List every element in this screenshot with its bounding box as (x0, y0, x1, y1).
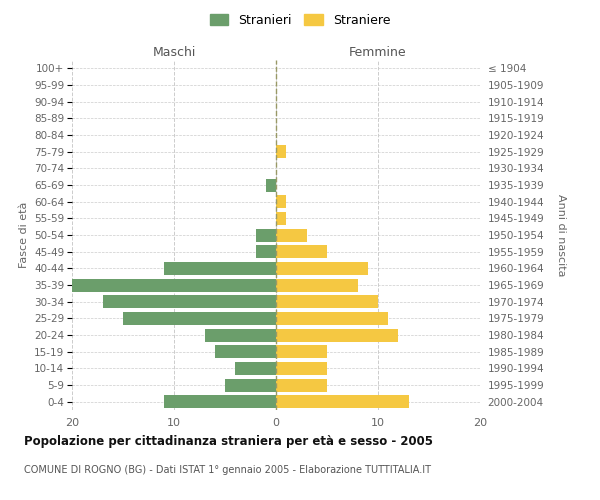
Bar (215, 345, 276, 358)
Bar (72, 278, 276, 291)
Y-axis label: Fasce di età: Fasce di età (19, 202, 29, 268)
Bar (276, 212, 286, 225)
Bar (235, 362, 276, 375)
Bar (256, 228, 276, 241)
Bar (276, 245, 327, 258)
Text: Femmine: Femmine (349, 46, 407, 59)
Bar (205, 328, 276, 342)
Bar (276, 362, 327, 375)
Bar (276, 345, 327, 358)
Bar (225, 378, 276, 392)
Text: Popolazione per cittadinanza straniera per età e sesso - 2005: Popolazione per cittadinanza straniera p… (24, 435, 433, 448)
Bar (276, 378, 327, 392)
Bar (266, 178, 276, 192)
Bar (256, 245, 276, 258)
Legend: Stranieri, Straniere: Stranieri, Straniere (205, 8, 395, 32)
Text: COMUNE DI ROGNO (BG) - Dati ISTAT 1° gennaio 2005 - Elaborazione TUTTITALIA.IT: COMUNE DI ROGNO (BG) - Dati ISTAT 1° gen… (24, 465, 431, 475)
Y-axis label: Anni di nascita: Anni di nascita (556, 194, 566, 276)
Bar (164, 262, 276, 275)
Bar (276, 145, 286, 158)
Bar (276, 278, 358, 291)
Bar (103, 295, 276, 308)
Bar (276, 262, 368, 275)
Bar (276, 395, 409, 408)
Bar (276, 195, 286, 208)
Bar (276, 328, 398, 342)
Text: Maschi: Maschi (152, 46, 196, 59)
Bar (276, 228, 307, 241)
Bar (276, 312, 388, 325)
Bar (276, 295, 378, 308)
Bar (164, 395, 276, 408)
Bar (123, 312, 276, 325)
